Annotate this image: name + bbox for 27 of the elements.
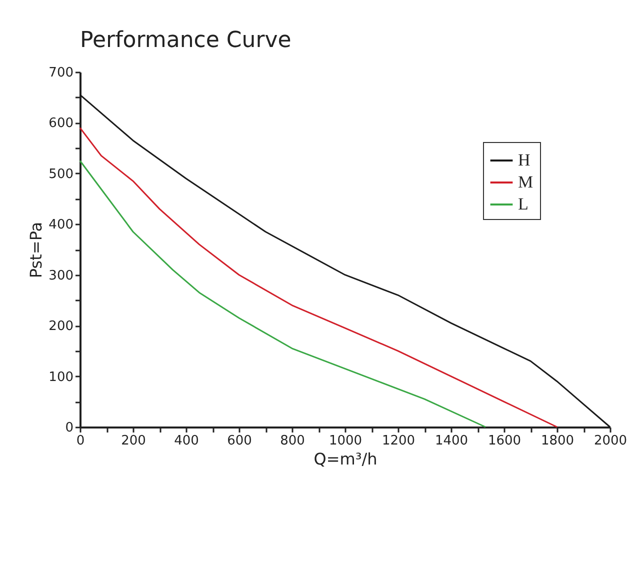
y-tick-label: 0 (65, 420, 74, 436)
x-tick-label: 800 (280, 434, 305, 448)
legend-label: L (518, 194, 528, 214)
x-tick-label: 200 (121, 434, 146, 448)
chart-title: Performance Curve (80, 28, 292, 53)
line-series (79, 160, 486, 428)
x-tick-label: 600 (227, 434, 252, 448)
x-tick-label: 2000 (594, 434, 628, 448)
legend-label: H (518, 150, 530, 170)
y-tick-label: 700 (48, 66, 74, 80)
legend-label: M (518, 172, 534, 192)
x-tick-label: 1800 (540, 434, 574, 448)
y-tick-label: 100 (48, 370, 74, 385)
x-tick-label: 1400 (434, 434, 468, 448)
x-tick-label: 1200 (382, 434, 416, 448)
x-tick-label: 400 (174, 434, 199, 448)
y-tick-label: 200 (48, 319, 74, 334)
y-tick-label: 600 (48, 116, 74, 132)
x-tick-label: 0 (76, 434, 85, 448)
y-tick-label: 400 (48, 218, 74, 233)
x-tick-label: 1600 (488, 434, 522, 448)
line-series (79, 127, 558, 428)
y-tick-label: 500 (48, 166, 74, 182)
x-tick-label: 1000 (328, 434, 362, 448)
y-tick-label: 300 (48, 268, 74, 284)
y-axis-title: Pst=Pa (26, 222, 46, 278)
x-axis-title: Q=m³/h (314, 450, 378, 468)
